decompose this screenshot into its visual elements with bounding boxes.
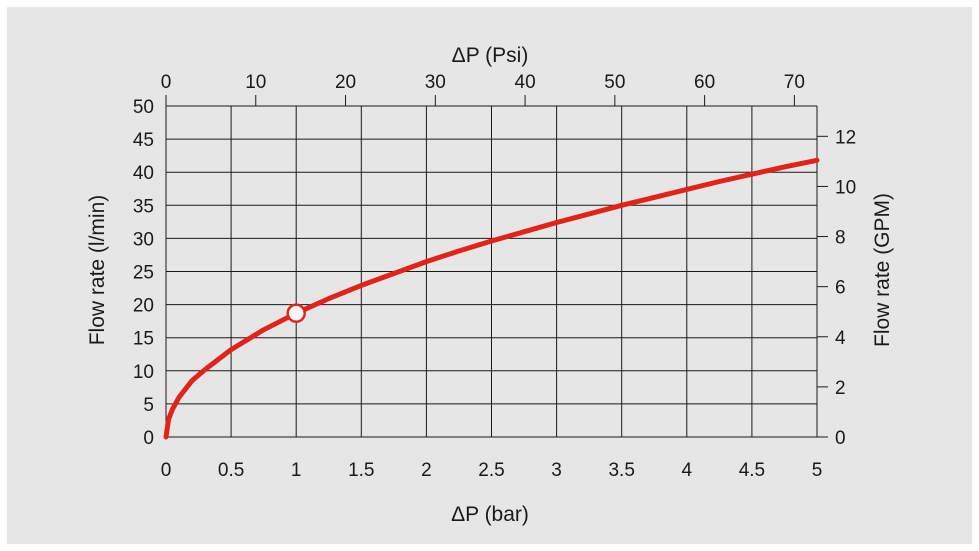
y-tick-label: 5: [143, 395, 154, 416]
x2-tick-label: 40: [515, 72, 536, 93]
y-tick-label: 45: [133, 130, 154, 151]
x-tick-label: 4: [682, 460, 693, 481]
flow-curve: [163, 157, 820, 440]
x-tick-label: 1.5: [348, 460, 374, 481]
highlight-point-marker: [286, 303, 306, 323]
y-tick-label: 40: [133, 163, 154, 184]
ticks: [165, 95, 828, 438]
y-tick-label: 20: [133, 296, 154, 317]
y-tick-label: 0: [143, 428, 154, 449]
y-tick-label: 50: [133, 97, 154, 118]
y2-tick-label: 12: [835, 127, 856, 148]
x-tick-label: 0: [161, 460, 172, 481]
x-tick-label: 4.5: [739, 460, 765, 481]
y-tick-label: 10: [133, 362, 154, 383]
x-tick-label: 5: [812, 460, 823, 481]
x2-tick-label: 10: [245, 72, 266, 93]
x-tick-label: 1: [291, 460, 302, 481]
x2-axis-title: ΔP (Psi): [452, 44, 529, 67]
x-tick-label: 3.5: [608, 460, 634, 481]
y-tick-label: 25: [133, 263, 154, 284]
y2-tick-label: 2: [835, 378, 846, 399]
x2-tick-label: 70: [784, 72, 805, 93]
tick-labels: 0 0.5 1 1.5 2 2.5 3 3.5 4 4.5 50510152025303540455…: [133, 72, 856, 481]
y2-tick-label: 8: [835, 228, 846, 249]
grid: [165, 105, 818, 438]
y-axis-title: Flow rate (l/min): [86, 195, 109, 346]
x2-tick-label: 50: [604, 72, 625, 93]
y-tick-label: 35: [133, 196, 154, 217]
y2-tick-label: 10: [835, 177, 856, 198]
x2-tick-label: 60: [694, 72, 715, 93]
x2-tick-label: 20: [335, 72, 356, 93]
x2-tick-label: 0: [161, 72, 172, 93]
x-tick-label: 2.5: [478, 460, 504, 481]
y2-tick-label: 4: [835, 328, 846, 349]
x-tick-label: 3: [551, 460, 562, 481]
y2-axis-title: Flow rate (GPM): [871, 193, 894, 347]
y-tick-label: 30: [133, 229, 154, 250]
y2-tick-label: 0: [835, 428, 846, 449]
x-tick-label: 0.5: [218, 460, 244, 481]
x-tick-label: 2: [421, 460, 432, 481]
series-layer: [163, 157, 820, 440]
y2-tick-label: 6: [835, 278, 846, 299]
x-axis-title: ΔP (bar): [451, 503, 529, 526]
x2-tick-label: 30: [425, 72, 446, 93]
y-tick-label: 15: [133, 329, 154, 350]
chart-panel: [7, 7, 972, 544]
